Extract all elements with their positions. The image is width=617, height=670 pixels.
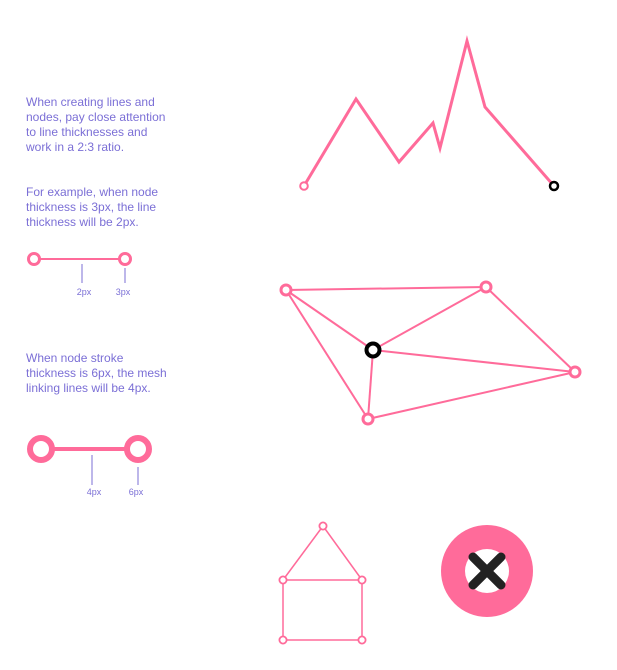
- mesh-link: [285, 286, 487, 291]
- house-node: [357, 575, 367, 585]
- mesh-link: [367, 371, 576, 420]
- house-edge: [282, 525, 324, 581]
- ratio-guideline-text: When creating lines and nodes, pay close…: [26, 95, 166, 154]
- zigzag-start-node: [299, 181, 309, 191]
- zigzag-end-node-highlighted: [548, 180, 560, 192]
- small-sample-node-right: [118, 252, 132, 266]
- small-line-label: 2px: [77, 287, 92, 297]
- large-sample-node-right: [124, 435, 152, 463]
- close-icon: [441, 525, 533, 617]
- mesh-link: [367, 349, 374, 420]
- mesh-node: [479, 280, 493, 294]
- close-icon-cross: [468, 552, 506, 590]
- house-node: [278, 575, 288, 585]
- mesh-node: [361, 412, 375, 426]
- house-node: [357, 635, 367, 645]
- house-shape-example: [278, 521, 367, 645]
- house-edge: [322, 525, 363, 581]
- small-sample-node-left: [27, 252, 41, 266]
- small-node-label: 3px: [116, 287, 131, 297]
- mesh-node: [568, 365, 582, 379]
- mesh-network-example: [279, 280, 582, 426]
- mesh-link: [285, 289, 369, 420]
- house-node: [318, 521, 328, 531]
- zigzag-path: [302, 35, 556, 187]
- mesh-node: [279, 283, 293, 297]
- mesh-link: [372, 349, 576, 373]
- large-line-label: 4px: [87, 487, 102, 497]
- house-edges: [282, 525, 363, 641]
- large-node-label: 6px: [129, 487, 144, 497]
- large-sample: 4px 6px: [27, 435, 152, 497]
- mesh-node-highlighted: [364, 341, 382, 359]
- mesh-link: [485, 286, 576, 373]
- house-node: [278, 635, 288, 645]
- large-sample-node-left: [27, 435, 55, 463]
- mesh-link: [372, 286, 487, 351]
- example-guideline-text: For example, when node thickness is 3px,…: [26, 185, 159, 229]
- zigzag-line-example: [299, 35, 560, 192]
- mesh-guideline-text: When node stroke thickness is 6px, the m…: [26, 351, 167, 395]
- small-sample: 2px 3px: [27, 252, 132, 297]
- mesh-link: [285, 289, 374, 351]
- mesh-links: [285, 286, 576, 420]
